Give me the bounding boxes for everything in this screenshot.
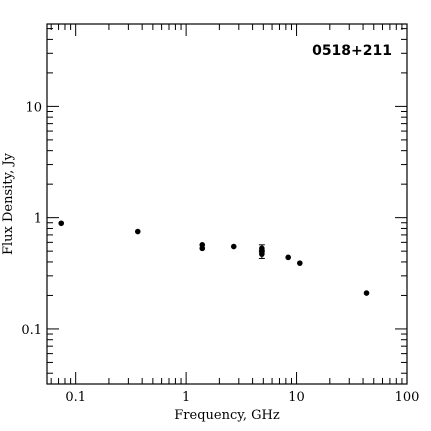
- data-points: [58, 220, 370, 296]
- x-tick-label: 1: [182, 390, 190, 405]
- x-axis-label: Frequency, GHz: [174, 408, 280, 423]
- data-point: [134, 228, 141, 235]
- data-point: [297, 260, 303, 266]
- data-point: [259, 251, 265, 257]
- data-point: [363, 290, 370, 296]
- plot-frame: [46, 23, 408, 385]
- y-tick-label: 10: [25, 100, 42, 115]
- chart-title: 0518+211: [312, 43, 392, 59]
- x-tick-label: 100: [395, 390, 420, 405]
- data-point: [230, 243, 237, 250]
- axis-tick-labels: 0.1 1 10 100 0.1 1 10: [21, 100, 419, 405]
- data-point: [199, 245, 206, 252]
- data-point: [285, 254, 291, 261]
- axis-ticks: [47, 24, 408, 384]
- x-tick-label: 0.1: [65, 390, 86, 405]
- y-tick-label: 1: [34, 212, 42, 227]
- y-tick-label: 0.1: [21, 323, 42, 338]
- data-point: [58, 220, 65, 227]
- x-tick-label: 10: [288, 390, 305, 405]
- y-axis-label: Flux Density, Jy: [1, 152, 16, 255]
